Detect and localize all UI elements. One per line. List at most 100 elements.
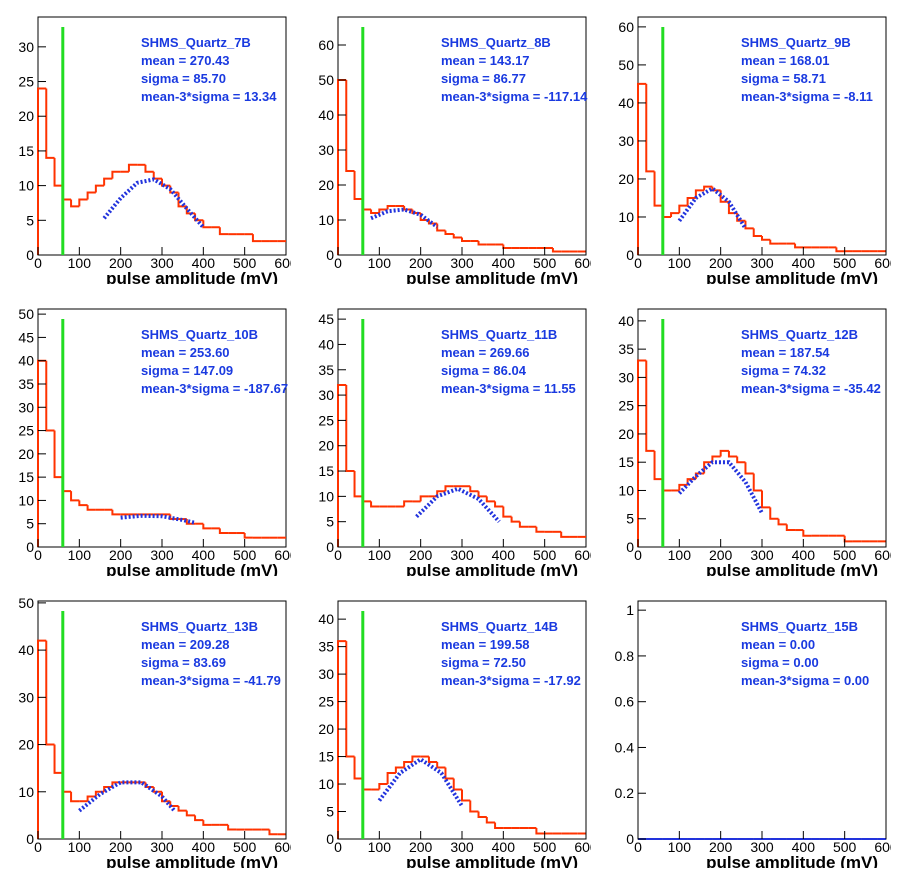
y-tick-label: 0.8 (615, 648, 635, 664)
fit-curve (370, 207, 439, 229)
y-tick-label: 30 (318, 387, 334, 403)
histogram-bin (551, 248, 562, 253)
fit-curve (120, 513, 196, 525)
histogram-bin (78, 198, 88, 207)
y-tick-label: 1 (626, 602, 634, 618)
histogram-bin (502, 506, 512, 518)
fit-curve (415, 486, 501, 524)
histogram-bin (637, 359, 647, 547)
histogram-bin (53, 430, 63, 479)
x-tick-label: 300 (150, 839, 174, 855)
histogram-bin (86, 191, 96, 200)
stats-line: sigma = 0.00 (741, 655, 819, 670)
x-tick-label: 500 (533, 547, 557, 563)
stats-line: mean = 199.58 (441, 637, 530, 652)
x-tick-label: 100 (368, 255, 392, 271)
x-axis-label: pulse amplitude (mV) (106, 269, 278, 288)
y-tick-label: 25 (618, 398, 634, 414)
y-tick-label: 50 (618, 57, 634, 73)
stats-line: mean = 270.43 (141, 53, 230, 68)
y-tick-label: 10 (618, 209, 634, 225)
y-tick-label: 5 (326, 514, 334, 530)
x-tick-label: 100 (368, 839, 392, 855)
x-tick-label: 600 (274, 255, 298, 271)
y-tick-label: 40 (618, 313, 634, 329)
histogram-bin (752, 473, 762, 492)
x-tick-label: 400 (192, 255, 216, 271)
histogram-bin (469, 800, 479, 813)
histogram-bin (419, 495, 429, 502)
x-tick-label: 0 (634, 839, 642, 855)
histogram-bin (411, 755, 421, 763)
x-tick-label: 400 (792, 547, 816, 563)
y-tick-label: 30 (18, 39, 34, 55)
y-tick-label: 60 (318, 37, 334, 53)
x-axis-label: pulse amplitude (mV) (706, 561, 878, 580)
pad: 0 100 200 300 400 500 600 0 5 10 15 20 25 30 35 40 pulse… (618, 308, 891, 580)
y-tick-label: 25 (318, 412, 334, 428)
x-tick-label: 300 (450, 839, 474, 855)
histogram-bin (403, 206, 413, 211)
histogram-bin (345, 384, 355, 473)
histogram-bin (94, 184, 105, 193)
y-tick-label: 35 (318, 362, 334, 378)
histogram-bin (835, 247, 845, 253)
x-tick-label: 0 (634, 255, 642, 271)
histogram-bin (761, 235, 771, 241)
y-tick-label: 50 (318, 72, 334, 88)
y-tick-label: 40 (318, 107, 334, 123)
histogram-bin (535, 526, 545, 533)
histogram-bin (353, 471, 363, 498)
y-tick-label: 60 (618, 19, 634, 35)
x-tick-label: 200 (409, 839, 433, 855)
histogram-bin (477, 811, 487, 819)
stats-line: sigma = 147.09 (141, 363, 233, 378)
y-tick-label: 10 (18, 178, 34, 194)
histogram-bin (177, 805, 187, 812)
x-tick-label: 300 (150, 255, 174, 271)
x-tick-label: 600 (274, 547, 298, 563)
histogram-bin (678, 204, 688, 214)
y-tick-label: 5 (626, 511, 634, 527)
y-tick-label: 15 (18, 469, 34, 485)
histogram-bin (243, 533, 253, 539)
pad: 0 100 200 300 400 500 600 0 10 20 30 40 50 pulse ampl… (18, 595, 291, 868)
histogram-bin (218, 528, 229, 535)
y-tick-label: 15 (18, 143, 34, 159)
histogram-bin (227, 824, 237, 831)
histogram-bin (494, 501, 504, 508)
x-tick-label: 300 (450, 547, 474, 563)
histogram-bin (502, 244, 512, 249)
histogram-bin (461, 237, 471, 242)
stats-line: mean-3*sigma = -35.42 (741, 381, 881, 396)
histogram-bin (386, 205, 396, 210)
histogram-bin (353, 756, 363, 780)
y-tick-label: 30 (18, 399, 34, 415)
y-tick-label: 35 (618, 341, 634, 357)
histogram-bin (645, 360, 655, 452)
y-tick-label: 0 (326, 539, 334, 555)
histogram-bin (736, 456, 746, 464)
stats-line: mean-3*sigma = 13.34 (141, 89, 277, 104)
histogram-bin (653, 450, 663, 481)
x-axis-label: pulse amplitude (mV) (706, 853, 878, 872)
y-tick-label: 30 (618, 133, 634, 149)
stats-line: mean-3*sigma = -117.14 (441, 89, 588, 104)
y-tick-label: 10 (318, 488, 334, 504)
pad: 0 100 200 300 400 500 600 0 0.2 0.4 0.6 0.8 1 pulse a… (615, 600, 891, 872)
y-tick-label: 20 (18, 108, 34, 124)
x-tick-label: 400 (492, 839, 516, 855)
histogram-bin (103, 177, 113, 186)
x-tick-label: 0 (334, 255, 342, 271)
stats-line: SHMS_Quartz_13B (141, 619, 258, 634)
x-tick-label: 0 (34, 839, 42, 855)
stats-line: mean-3*sigma = -17.92 (441, 673, 581, 688)
x-tick-label: 600 (574, 839, 598, 855)
y-tick-label: 10 (318, 212, 334, 228)
x-tick-label: 100 (68, 255, 92, 271)
histogram-bin (802, 530, 812, 537)
histogram-bin (785, 524, 796, 532)
histogram-bin (485, 817, 496, 824)
fit-curve (677, 460, 764, 515)
x-tick-label: 500 (533, 839, 557, 855)
